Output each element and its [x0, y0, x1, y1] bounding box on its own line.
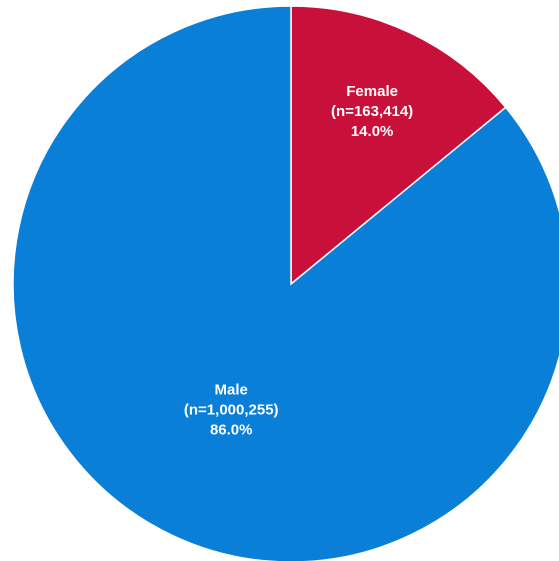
slice-count-female: (n=163,414) — [331, 103, 413, 120]
slice-label-female: Female — [346, 83, 398, 100]
slice-label-male: Male — [215, 382, 248, 399]
pie-slice-male — [12, 5, 559, 561]
pie-labels: Female (n=163,414) 14.0% Male (n=1,000,255) 8… — [184, 83, 413, 438]
slice-percent-male: 86.0% — [210, 422, 253, 439]
slice-count-male: (n=1,000,255) — [184, 402, 279, 419]
slice-percent-female: 14.0% — [351, 123, 394, 140]
pie-slices — [12, 5, 559, 561]
pie-slice-female — [290, 5, 507, 286]
